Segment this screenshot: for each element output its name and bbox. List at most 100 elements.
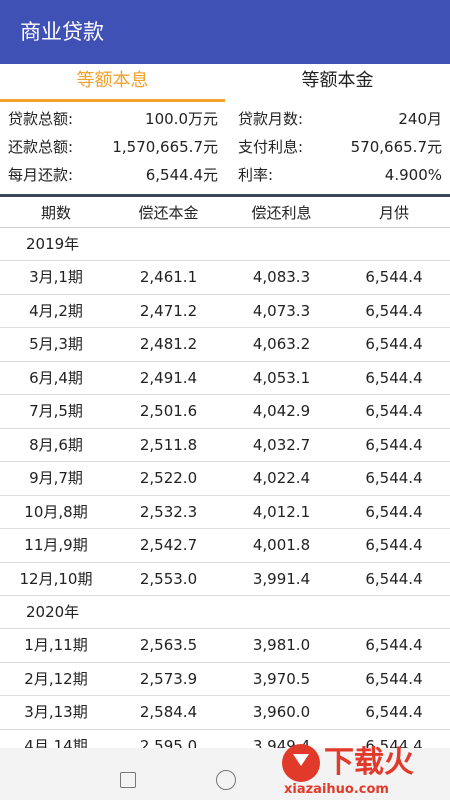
cell-payment: 6,544.4	[365, 335, 423, 353]
cell-payment: 6,544.4	[365, 736, 423, 749]
cell-period: 4月,2期	[29, 301, 83, 320]
cell-payment: 6,544.4	[365, 435, 423, 454]
year-header: 2019年	[0, 228, 450, 261]
cell-period: 7月,5期	[29, 402, 83, 420]
table-row: 8月,6期 2,511.8 4,032.7 6,544.4	[0, 429, 450, 462]
cell-payment: 6,544.4	[365, 301, 423, 320]
cell-interest: 3,960.0	[252, 703, 311, 721]
cell-period: 12月,10期	[19, 569, 93, 588]
cell-interest: 4,083.3	[252, 268, 311, 286]
loan-summary: 贷款总额: 100.0万元 贷款月数: 240月 还款总额: 1,570,665…	[0, 106, 450, 192]
cell-interest: 4,032.7	[252, 435, 311, 454]
cell-period: 3月,1期	[29, 268, 83, 286]
repayment-schedule[interactable]: 2019年 3月,1期 2,461.1 4,083.3 6,544.4 4月,2…	[0, 228, 450, 748]
table-row: 12月,10期 2,553.0 3,991.4 6,544.4	[0, 563, 450, 596]
cell-payment: 6,544.4	[365, 268, 423, 286]
monthly-payment-value: 6,544.4元	[145, 166, 218, 184]
cell-principal: 2,563.5	[139, 636, 198, 654]
cell-principal: 2,481.2	[139, 335, 198, 353]
header-monthly-payment: 月供	[378, 204, 409, 222]
cell-interest: 4,001.8	[252, 536, 311, 554]
cell-period: 9月,7期	[29, 469, 83, 487]
cell-principal: 2,501.6	[139, 402, 198, 420]
cell-payment: 6,544.4	[365, 536, 423, 554]
header-period: 期数	[40, 204, 71, 222]
total-interest-label: 支付利息:	[238, 138, 304, 156]
interest-rate-value: 4.900%	[384, 166, 442, 184]
cell-payment: 6,544.4	[365, 569, 423, 588]
table-row: 6月,4期 2,491.4 4,053.1 6,544.4	[0, 362, 450, 395]
cell-interest: 4,012.1	[252, 502, 311, 521]
interest-rate-label: 利率:	[238, 166, 274, 184]
cell-interest: 3,991.4	[252, 569, 311, 588]
cell-principal: 2,461.1	[139, 268, 198, 286]
cell-period: 1月,11期	[24, 636, 88, 654]
summary-row: 贷款总额: 100.0万元 贷款月数: 240月	[0, 106, 450, 133]
loan-months-value: 240月	[398, 110, 442, 128]
watermark-logo: 下载火 xiazaihuo.com	[282, 744, 450, 800]
header-principal: 偿还本金	[138, 204, 199, 222]
recent-apps-icon[interactable]	[120, 772, 136, 788]
cell-principal: 2,542.7	[139, 536, 198, 554]
tab-equal-principal[interactable]: 等额本金	[301, 70, 374, 91]
year-header: 2020年	[0, 596, 450, 629]
cell-interest: 4,042.9	[252, 402, 311, 420]
table-row: 1月,11期 2,563.5 3,981.0 6,544.4	[0, 629, 450, 663]
cell-period: 8月,6期	[29, 435, 83, 454]
cell-period: 11月,9期	[24, 536, 88, 554]
tab-indicator	[0, 99, 225, 102]
table-row: 10月,8期 2,532.3 4,012.1 6,544.4	[0, 496, 450, 529]
tab-equal-installment[interactable]: 等额本息	[76, 70, 149, 91]
table-row: 3月,13期 2,584.4 3,960.0 6,544.4	[0, 696, 450, 730]
cell-payment: 6,544.4	[365, 469, 423, 487]
total-interest-value: 570,665.7元	[350, 138, 442, 156]
cell-principal: 2,532.3	[139, 502, 198, 521]
cell-payment: 6,544.4	[365, 703, 423, 721]
cell-period: 5月,3期	[29, 335, 83, 353]
cell-interest: 4,053.1	[252, 368, 311, 387]
table-row: 7月,5期 2,501.6 4,042.9 6,544.4	[0, 395, 450, 429]
summary-row: 每月还款: 6,544.4元 利率: 4.900%	[0, 162, 450, 189]
loan-amount-value: 100.0万元	[145, 110, 218, 128]
cell-interest: 3,970.5	[252, 669, 311, 688]
table-row: 5月,3期 2,481.2 4,063.2 6,544.4	[0, 328, 450, 362]
total-repayment-label: 还款总额:	[8, 138, 74, 156]
tab-bar: 等额本息 等额本金	[0, 64, 450, 102]
table-row: 2月,12期 2,573.9 3,970.5 6,544.4	[0, 663, 450, 696]
watermark-url: xiazaihuo.com	[284, 782, 389, 797]
cell-principal: 2,553.0	[139, 569, 198, 588]
cell-principal: 2,491.4	[139, 368, 198, 387]
cell-payment: 6,544.4	[365, 402, 423, 420]
cell-period: 2月,12期	[24, 669, 88, 688]
header-interest: 偿还利息	[251, 204, 312, 222]
loan-amount-label: 贷款总额:	[8, 110, 74, 128]
cell-interest: 4,063.2	[252, 335, 311, 353]
cell-interest: 3,949.4	[252, 736, 311, 749]
watermark-brand: 下载火	[324, 745, 414, 780]
cell-period: 3月,13期	[24, 703, 88, 721]
cell-interest: 4,073.3	[252, 301, 311, 320]
cell-payment: 6,544.4	[365, 368, 423, 387]
cell-payment: 6,544.4	[365, 636, 423, 654]
home-icon[interactable]	[216, 770, 236, 790]
system-nav-bar	[0, 748, 450, 800]
loan-months-label: 贷款月数:	[238, 110, 304, 128]
monthly-payment-label: 每月还款:	[8, 166, 74, 184]
cell-payment: 6,544.4	[365, 502, 423, 521]
cell-principal: 2,573.9	[139, 669, 198, 688]
summary-row: 还款总额: 1,570,665.7元 支付利息: 570,665.7元	[0, 134, 450, 161]
table-row: 11月,9期 2,542.7 4,001.8 6,544.4	[0, 529, 450, 563]
download-badge-icon	[282, 744, 320, 782]
cell-period: 4月,14期	[24, 736, 88, 749]
table-row: 4月,14期 2,595.0 3,949.4 6,544.4	[0, 730, 450, 749]
cell-interest: 4,022.4	[252, 469, 311, 487]
total-repayment-value: 1,570,665.7元	[112, 138, 218, 156]
cell-period: 6月,4期	[29, 368, 83, 387]
cell-principal: 2,584.4	[139, 703, 198, 721]
section-divider	[0, 194, 450, 197]
cell-principal: 2,511.8	[139, 435, 198, 454]
table-header: 期数 偿还本金 偿还利息 月供	[0, 198, 450, 228]
table-row: 4月,2期 2,471.2 4,073.3 6,544.4	[0, 295, 450, 328]
cell-principal: 2,471.2	[139, 301, 198, 320]
cell-principal: 2,522.0	[139, 469, 198, 487]
